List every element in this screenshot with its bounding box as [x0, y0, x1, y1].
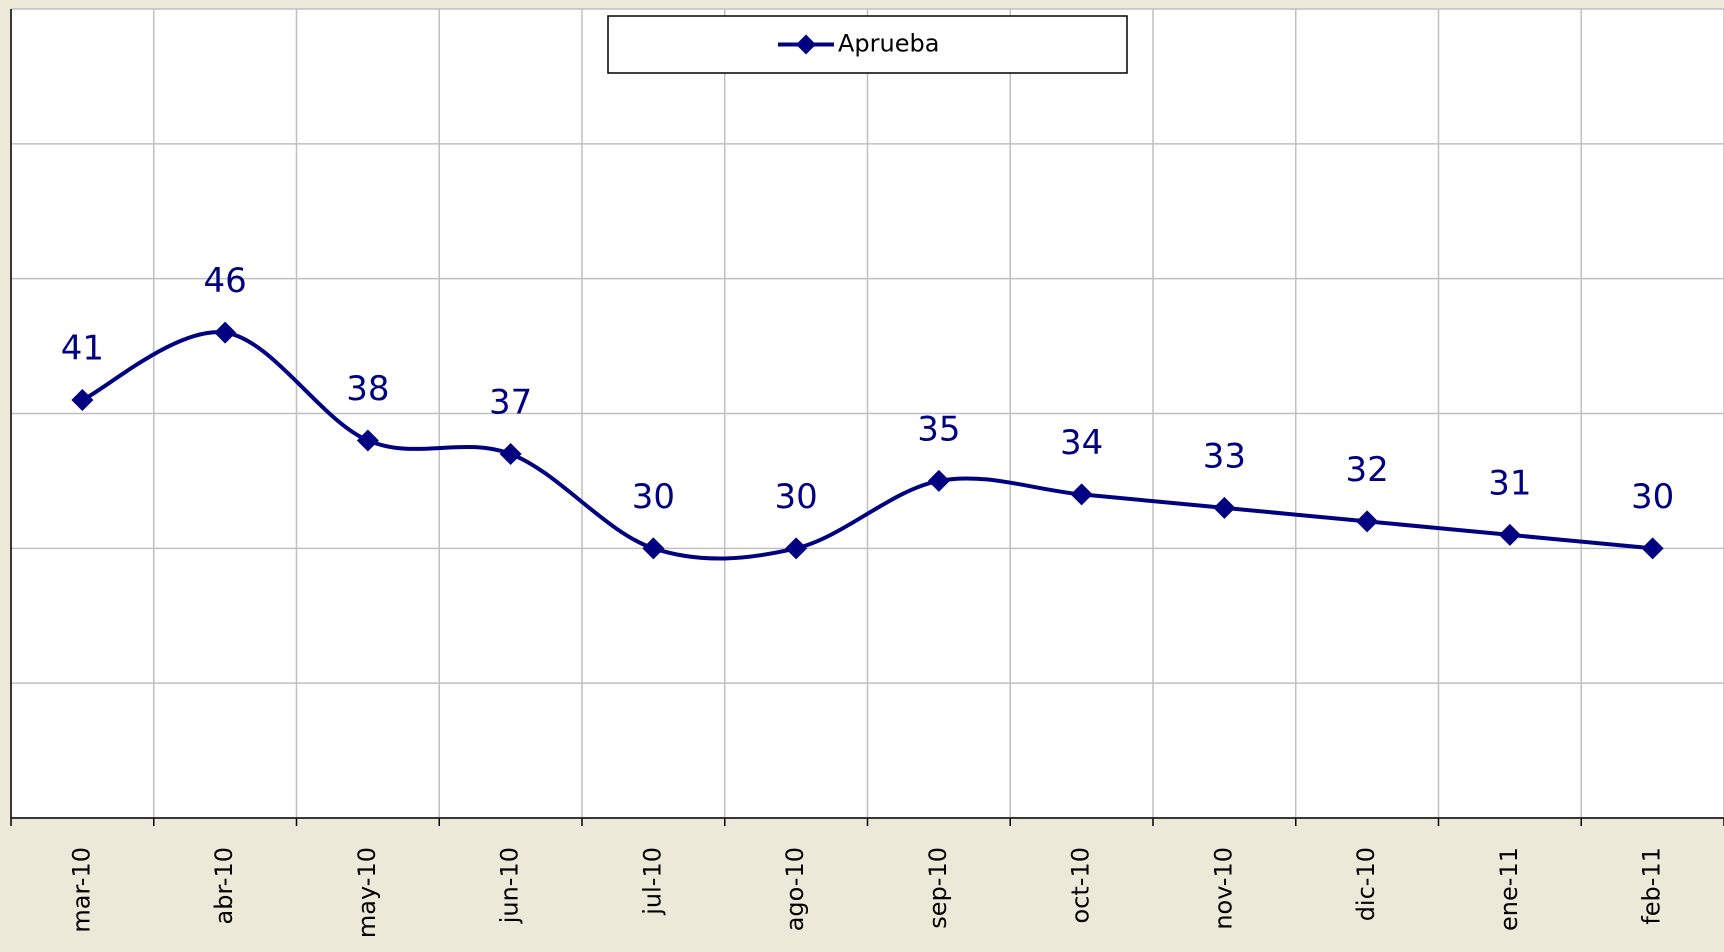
marker [1641, 537, 1664, 560]
x-tick-label: jul-10 [638, 847, 666, 916]
data-label: 32 [1345, 450, 1388, 490]
x-tick-label: ago-10 [781, 847, 809, 931]
data-label: 30 [1631, 477, 1674, 517]
marker [927, 469, 950, 492]
x-tick-label: feb-11 [1638, 847, 1666, 925]
legend-marker [796, 34, 816, 55]
x-tick-label: oct-10 [1067, 847, 1095, 924]
marker [1213, 496, 1236, 519]
x-tick-label: dic-10 [1352, 847, 1380, 921]
legend-label: Aprueba [838, 30, 939, 58]
marker [71, 389, 94, 412]
marker [642, 537, 665, 560]
data-label: 38 [346, 369, 389, 409]
marker [356, 429, 379, 452]
data-label: 35 [917, 409, 960, 449]
data-label: 30 [632, 477, 675, 517]
data-label: 34 [1060, 423, 1103, 463]
data-label: 33 [1203, 436, 1246, 476]
marker [1070, 483, 1093, 506]
x-tick-label: jun-10 [496, 847, 524, 924]
legend-box [607, 15, 1128, 74]
x-tick-label: may-10 [353, 847, 381, 938]
x-tick-label: abr-10 [210, 847, 238, 924]
x-tick-label: ene-11 [1495, 847, 1523, 931]
data-label: 41 [61, 329, 104, 369]
data-label: 31 [1488, 463, 1531, 503]
x-tick-label: nov-10 [1209, 847, 1237, 930]
marker [214, 321, 237, 344]
data-label: 46 [203, 261, 246, 301]
marker [499, 442, 522, 465]
marker [1356, 510, 1379, 533]
x-tick-label: sep-10 [924, 847, 952, 929]
marker [1498, 523, 1521, 546]
data-label: 30 [774, 477, 817, 517]
data-label: 37 [489, 382, 532, 422]
marker [785, 537, 808, 560]
x-tick-label: mar-10 [67, 847, 95, 933]
